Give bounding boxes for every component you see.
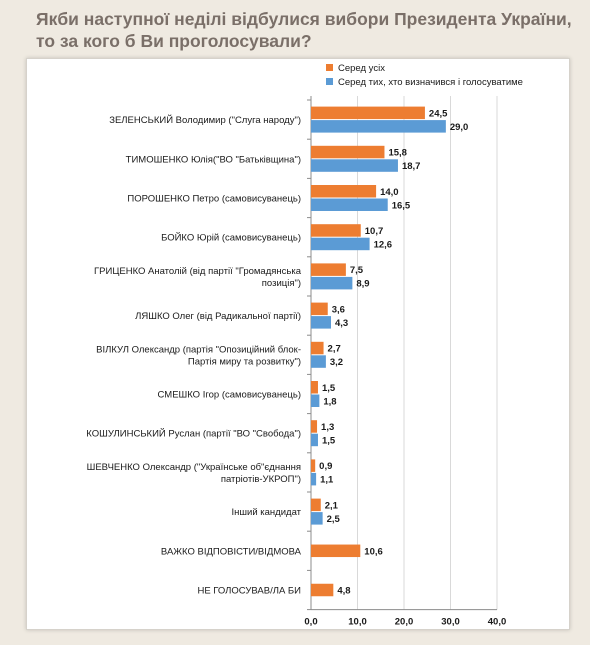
x-tick-label: 10,0: [348, 617, 367, 628]
category-label: ВІЛКУЛ Олександр (партія "Опозиційний бл…: [96, 344, 301, 355]
value-label-series-all: 3,6: [332, 304, 345, 315]
chart-panel: [26, 58, 570, 630]
bar-series-decided: [311, 237, 370, 251]
value-label-series-decided: 1,5: [322, 435, 336, 446]
bar-series-all: [311, 302, 328, 316]
title-line-2: то за кого б Ви проголосували?: [36, 31, 312, 51]
category-label: ТИМОШЕНКО Юлія("ВО "Батьківщина"): [126, 154, 301, 165]
category-label: Інший кандидат: [232, 507, 302, 518]
x-tick-label: 40,0: [488, 617, 507, 628]
category-label: НЕ ГОЛОСУВАВ/ЛА БИ: [197, 586, 301, 597]
bar-series-all: [311, 544, 361, 558]
bar-series-all: [311, 420, 318, 433]
value-label-series-all: 4,8: [337, 586, 350, 597]
bar-series-all: [311, 106, 425, 120]
title-line-1: Якби наступної неділі відбулися вибори П…: [36, 9, 572, 29]
category-label: ЛЯШКО Олег (від Радикальної партії): [135, 311, 301, 322]
bar-series-decided: [311, 159, 398, 172]
value-label-series-all: 1,3: [321, 422, 334, 433]
category-label: патріотів-УКРОП"): [221, 474, 301, 485]
bar-series-decided: [311, 120, 446, 133]
value-label-series-decided: 4,3: [335, 318, 348, 329]
value-label-series-decided: 18,7: [402, 161, 421, 172]
value-label-series-decided: 3,2: [330, 357, 343, 368]
category-label: ЗЕЛЕНСЬКИЙ Володимир ("Слуга народу"): [109, 114, 301, 126]
legend-swatch-series-decided: [326, 78, 333, 85]
category-label: СМЕШКО Ігор (самовисуванець): [158, 390, 301, 401]
value-label-series-all: 1,5: [322, 383, 336, 394]
bar-series-decided: [311, 198, 388, 211]
value-label-series-all: 14,0: [380, 187, 399, 198]
bar-series-decided: [311, 433, 318, 447]
legend-label-series-decided: Серед тих, хто визначився і голосуватиме: [338, 77, 523, 88]
bar-series-all: [311, 145, 385, 159]
value-label-series-all: 2,1: [325, 500, 339, 511]
category-label: ПОРОШЕНКО Петро (самовисуванець): [127, 194, 301, 205]
bar-series-decided: [311, 394, 320, 407]
category-label: БОЙКО Юрій (самовисуванець): [161, 232, 301, 244]
bar-series-all: [311, 224, 361, 237]
x-tick-label: 20,0: [395, 617, 414, 628]
category-label: позиція"): [262, 278, 301, 289]
value-label-series-all: 2,7: [328, 344, 341, 355]
value-label-series-all: 24,5: [429, 108, 448, 119]
value-label-series-decided: 1,8: [323, 396, 336, 407]
category-label: ШЕВЧЕНКО Олександр ("Українське об"єднан…: [87, 462, 301, 473]
value-label-series-decided: 2,5: [327, 514, 341, 525]
legend-swatch-series-all: [326, 64, 333, 71]
bar-series-decided: [311, 276, 353, 290]
bar-series-decided: [311, 512, 323, 525]
category-label: КОШУЛИНСЬКИЙ Руслан (партії "ВО "Свобода…: [86, 428, 301, 440]
category-label: ВАЖКО ВІДПОВІСТИ/ВІДМОВА: [161, 546, 302, 557]
bar-series-all: [311, 381, 318, 394]
bar-series-all: [311, 459, 316, 472]
value-label-series-decided: 29,0: [450, 122, 469, 133]
bar-series-decided: [311, 316, 331, 329]
category-label: Партія миру та розвитку"): [188, 356, 301, 367]
bar-series-all: [311, 341, 324, 355]
bar-series-all: [311, 185, 377, 198]
value-label-series-all: 15,8: [388, 148, 407, 159]
bar-series-all: [311, 498, 321, 512]
bar-series-all: [311, 263, 346, 276]
value-label-series-all: 0,9: [319, 461, 332, 472]
value-label-series-all: 10,6: [364, 546, 383, 557]
value-label-series-decided: 16,5: [392, 200, 411, 211]
bar-series-all: [311, 583, 334, 597]
value-label-series-all: 10,7: [365, 226, 384, 237]
chart-title: Якби наступної неділі відбулися вибори П…: [36, 8, 584, 52]
bar-series-decided: [311, 472, 317, 486]
value-label-series-decided: 1,1: [320, 475, 334, 486]
value-label-series-decided: 12,6: [374, 239, 393, 250]
value-label-series-all: 7,5: [350, 265, 364, 276]
value-label-series-decided: 8,9: [356, 279, 369, 290]
x-tick-label: 0,0: [304, 617, 317, 628]
x-tick-label: 30,0: [441, 617, 460, 628]
bar-series-decided: [311, 355, 326, 368]
legend-label-series-all: Серед усіх: [338, 63, 385, 74]
category-label: ГРИЦЕНКО Анатолій (від партії "Громадянс…: [94, 266, 302, 277]
